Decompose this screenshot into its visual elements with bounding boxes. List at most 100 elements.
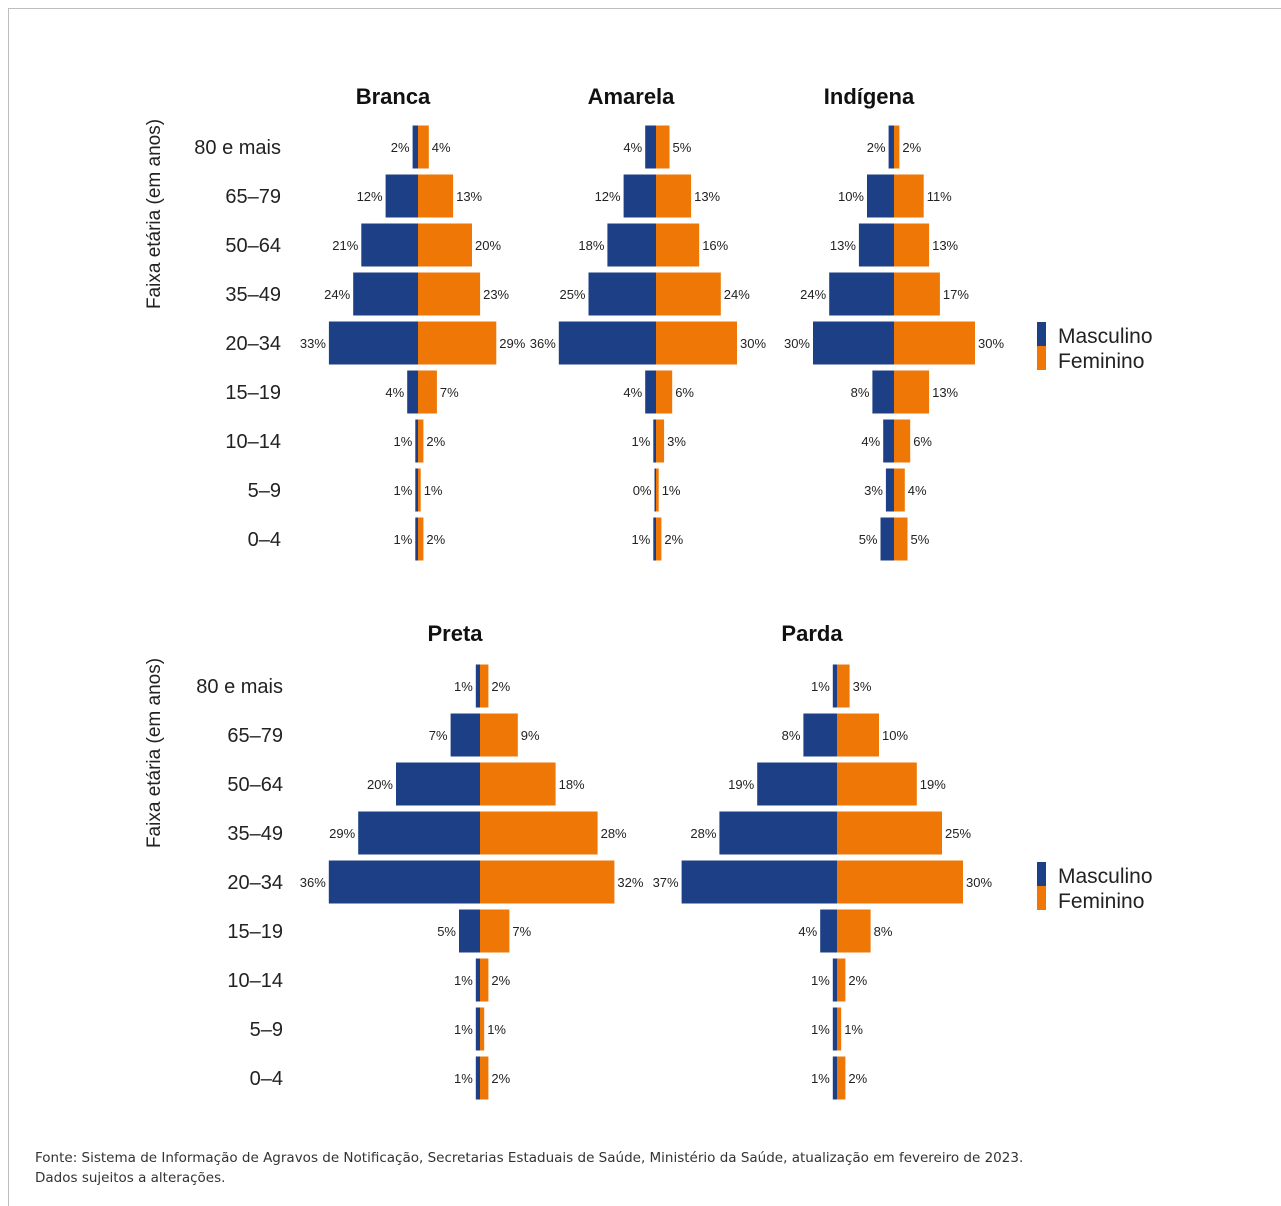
bar-masculino [475,1007,480,1051]
data-label-feminino: 13% [932,385,958,400]
data-label-masculino: 28% [690,826,716,841]
bar-masculino [475,664,480,708]
data-label-feminino: 1% [487,1022,506,1037]
age-category-label: 50–64 [225,235,281,257]
data-label-masculino: 5% [859,532,878,547]
age-category-label: 35–49 [225,284,281,306]
data-label-masculino: 1% [632,532,651,547]
bar-feminino [837,1056,846,1100]
legend-label-masculino: Masculino [1058,325,1153,348]
data-label-masculino: 1% [454,1071,473,1086]
data-label-feminino: 2% [902,140,921,155]
bar-feminino [418,223,472,267]
data-label-masculino: 4% [861,434,880,449]
data-label-masculino: 30% [784,336,810,351]
bar-feminino [418,272,481,316]
data-label-feminino: 17% [943,287,969,302]
data-label-masculino: 2% [867,140,886,155]
data-label-feminino: 2% [491,679,510,694]
data-label-feminino: 25% [945,826,971,841]
bar-masculino [719,811,837,855]
data-label-masculino: 1% [811,1022,830,1037]
bar-masculino [328,321,418,365]
bar-masculino [803,713,837,757]
data-label-masculino: 1% [394,532,413,547]
bar-masculino [407,370,418,414]
bar-feminino [418,468,421,512]
data-label-masculino: 37% [653,875,679,890]
chart-frame [8,8,1281,1206]
data-label-masculino: 13% [830,238,856,253]
age-category-label: 15–19 [227,921,283,943]
legend-label-feminino: Feminino [1058,890,1144,913]
data-label-feminino: 13% [694,189,720,204]
data-label-masculino: 19% [728,777,754,792]
age-category-label: 0–4 [248,529,281,551]
bar-feminino [894,272,940,316]
data-label-masculino: 33% [300,336,326,351]
data-label-masculino: 1% [394,434,413,449]
panel-title: Parda [781,621,843,646]
data-label-masculino: 36% [300,875,326,890]
bar-feminino [837,713,879,757]
data-label-feminino: 28% [601,826,627,841]
bar-feminino [656,370,673,414]
bar-masculino [832,664,837,708]
bar-masculino [353,272,418,316]
bar-masculino [820,909,837,953]
data-label-feminino: 2% [426,434,445,449]
data-label-masculino: 1% [454,679,473,694]
bar-masculino [415,468,418,512]
bar-masculino [415,517,418,561]
bar-feminino [656,419,665,463]
panel-title: Amarela [588,84,676,109]
bar-feminino [837,762,917,806]
y-axis-label: Faixa etária (em anos) [144,119,165,309]
data-label-masculino: 1% [632,434,651,449]
data-label-masculino: 4% [623,140,642,155]
data-label-feminino: 2% [491,973,510,988]
bar-feminino [656,321,737,365]
data-label-feminino: 2% [664,532,683,547]
bar-masculino [607,223,656,267]
data-label-feminino: 2% [491,1071,510,1086]
bar-feminino [480,1056,489,1100]
data-label-feminino: 6% [913,434,932,449]
data-label-feminino: 7% [440,385,459,400]
bar-masculino [450,713,480,757]
data-label-feminino: 23% [483,287,509,302]
bar-feminino [480,909,510,953]
data-label-masculino: 4% [385,385,404,400]
bar-feminino [894,517,908,561]
data-label-feminino: 13% [932,238,958,253]
bar-masculino [653,419,656,463]
bar-feminino [837,811,942,855]
bar-feminino [480,860,615,904]
data-label-feminino: 32% [617,875,643,890]
bar-feminino [480,762,556,806]
bar-feminino [480,664,489,708]
bar-feminino [837,909,871,953]
pyramid-charts: Faixa etária (em anos) 80 e mais 65–79 50–6… [144,84,1153,1100]
data-label-masculino: 29% [329,826,355,841]
data-label-masculino: 18% [578,238,604,253]
bar-masculino [888,125,894,169]
data-label-feminino: 30% [740,336,766,351]
bar-feminino [894,468,905,512]
data-label-feminino: 11% [927,189,952,204]
data-label-feminino: 2% [848,973,867,988]
bar-feminino [656,125,670,169]
data-label-feminino: 1% [844,1022,863,1037]
bar-feminino [656,272,721,316]
bar-masculino [558,321,656,365]
panel-title: Indígena [824,84,915,109]
age-category-label: 10–14 [225,431,281,453]
bar-masculino [459,909,480,953]
bar-feminino [837,860,963,904]
bar-masculino [813,321,894,365]
data-label-feminino: 13% [456,189,482,204]
data-label-masculino: 4% [623,385,642,400]
data-label-masculino: 1% [454,1022,473,1037]
data-label-feminino: 1% [662,483,681,498]
bar-masculino [867,174,894,218]
